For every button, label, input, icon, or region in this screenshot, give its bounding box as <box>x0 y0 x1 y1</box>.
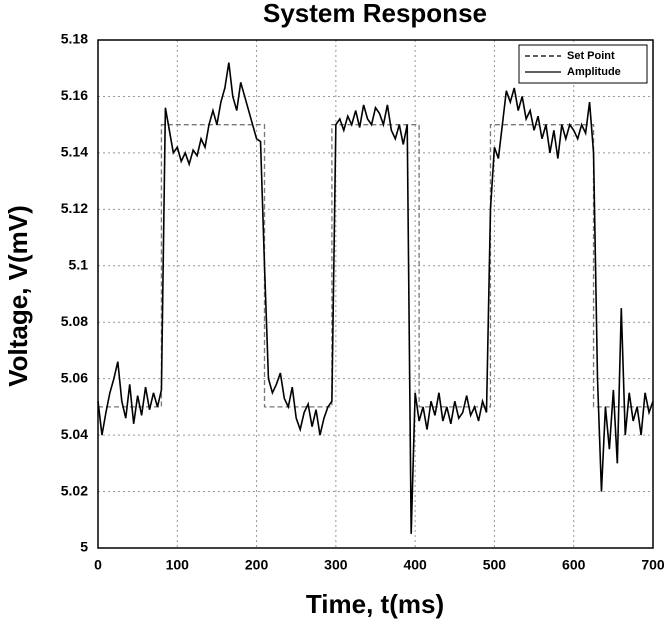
y-tick-label: 5.06 <box>61 369 88 385</box>
legend-box <box>518 44 648 84</box>
legend-label: Amplitude <box>567 66 621 78</box>
x-tick-label: 500 <box>483 557 507 573</box>
y-tick-label: 5.18 <box>61 31 88 47</box>
y-tick-label: 5.08 <box>61 313 88 329</box>
y-tick-label: 5.16 <box>61 87 88 103</box>
plot-frame <box>97 39 654 549</box>
x-tick-label: 200 <box>245 557 269 573</box>
y-tick-label: 5.1 <box>69 256 89 272</box>
y-tick-label: 5.14 <box>61 144 88 160</box>
y-axis-label: Voltage, V(mV) <box>3 205 33 387</box>
y-tick-label: 5 <box>80 539 88 555</box>
x-tick-label: 100 <box>166 557 190 573</box>
x-tick-label: 700 <box>641 557 665 573</box>
x-tick-label: 600 <box>562 557 586 573</box>
data-line <box>98 124 653 408</box>
legend-label: Set Point <box>567 50 615 62</box>
chart-title: System Response <box>263 0 487 28</box>
x-axis-label: Time, t(ms) <box>306 589 444 619</box>
x-tick-label: 0 <box>94 557 102 573</box>
y-tick-label: 5.02 <box>61 482 88 498</box>
y-tick-label: 5.04 <box>61 426 88 442</box>
x-tick-label: 400 <box>403 557 427 573</box>
x-tick-label: 300 <box>324 557 348 573</box>
data-line <box>97 62 654 534</box>
y-tick-label: 5.12 <box>61 200 88 216</box>
